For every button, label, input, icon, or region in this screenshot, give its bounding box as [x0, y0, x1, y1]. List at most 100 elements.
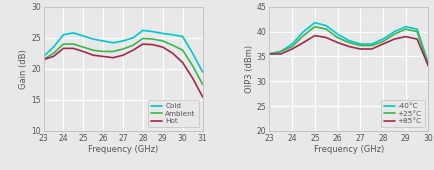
- -40°C: [300, 31, 306, 33]
- Hot: [120, 54, 125, 56]
- Ambient: [41, 58, 46, 61]
- Cold: [61, 34, 66, 36]
- Cold: [120, 40, 125, 42]
- Line: Cold: Cold: [43, 30, 202, 72]
- Ambient: [180, 49, 185, 51]
- Hot: [100, 55, 105, 57]
- Line: +25°C: +25°C: [269, 27, 427, 65]
- Hot: [80, 50, 85, 53]
- -40°C: [345, 40, 351, 42]
- -40°C: [334, 33, 339, 35]
- Line: +85°C: +85°C: [269, 36, 427, 66]
- Cold: [71, 32, 76, 34]
- Hot: [140, 43, 145, 45]
- -40°C: [277, 50, 283, 53]
- -40°C: [402, 26, 408, 28]
- +25°C: [380, 40, 385, 42]
- Ambient: [110, 50, 115, 53]
- Ambient: [160, 40, 165, 42]
- +85°C: [391, 38, 396, 40]
- -40°C: [323, 25, 328, 27]
- Ambient: [130, 44, 135, 46]
- -40°C: [368, 43, 373, 45]
- Ambient: [61, 43, 66, 45]
- +85°C: [300, 41, 306, 44]
- Hot: [150, 44, 155, 46]
- Cold: [90, 38, 95, 40]
- +85°C: [289, 48, 294, 50]
- Hot: [51, 55, 56, 57]
- -40°C: [289, 43, 294, 45]
- Cold: [170, 34, 175, 36]
- +85°C: [323, 37, 328, 39]
- Hot: [200, 96, 205, 98]
- X-axis label: Frequency (GHz): Frequency (GHz): [313, 146, 383, 155]
- Cold: [100, 40, 105, 42]
- +25°C: [414, 31, 419, 33]
- +85°C: [345, 46, 351, 48]
- +85°C: [402, 36, 408, 38]
- +85°C: [334, 41, 339, 44]
- Hot: [180, 62, 185, 64]
- +85°C: [266, 53, 271, 55]
- Hot: [71, 47, 76, 49]
- Ambient: [80, 46, 85, 48]
- +25°C: [357, 45, 362, 47]
- +85°C: [312, 35, 317, 37]
- +25°C: [312, 26, 317, 28]
- Ambient: [51, 52, 56, 54]
- +25°C: [277, 50, 283, 53]
- +25°C: [300, 35, 306, 37]
- -40°C: [425, 63, 430, 65]
- Cold: [160, 32, 165, 35]
- +25°C: [323, 28, 328, 30]
- Legend: Cold, Ambient, Hot: Cold, Ambient, Hot: [148, 100, 198, 127]
- +25°C: [266, 53, 271, 55]
- Cold: [190, 52, 195, 54]
- -40°C: [391, 31, 396, 33]
- Cold: [180, 36, 185, 38]
- Ambient: [100, 50, 105, 53]
- +25°C: [345, 41, 351, 44]
- +25°C: [402, 28, 408, 30]
- Y-axis label: OIP3 (dBm): OIP3 (dBm): [244, 45, 253, 93]
- Hot: [61, 47, 66, 49]
- Line: Ambient: Ambient: [43, 38, 202, 84]
- +25°C: [334, 37, 339, 39]
- Line: Hot: Hot: [43, 44, 202, 97]
- Hot: [130, 49, 135, 51]
- Cold: [140, 29, 145, 31]
- Ambient: [140, 37, 145, 39]
- +85°C: [368, 48, 373, 50]
- Ambient: [71, 43, 76, 45]
- -40°C: [380, 38, 385, 40]
- Hot: [160, 46, 165, 48]
- Ambient: [150, 38, 155, 40]
- +85°C: [277, 53, 283, 55]
- Cold: [130, 37, 135, 39]
- X-axis label: Frequency (GHz): Frequency (GHz): [88, 146, 158, 155]
- -40°C: [357, 43, 362, 45]
- Hot: [110, 57, 115, 59]
- Ambient: [90, 49, 95, 51]
- +85°C: [414, 38, 419, 40]
- +25°C: [289, 46, 294, 48]
- +25°C: [425, 64, 430, 66]
- Cold: [110, 42, 115, 44]
- +85°C: [425, 65, 430, 67]
- Hot: [170, 52, 175, 54]
- Line: -40°C: -40°C: [269, 23, 427, 64]
- -40°C: [266, 53, 271, 55]
- Hot: [41, 58, 46, 61]
- Ambient: [120, 48, 125, 50]
- Ambient: [200, 83, 205, 85]
- Cold: [41, 55, 46, 57]
- +25°C: [391, 33, 396, 35]
- Cold: [80, 35, 85, 37]
- Y-axis label: Gain (dB): Gain (dB): [19, 49, 28, 89]
- Cold: [150, 31, 155, 33]
- +85°C: [380, 43, 385, 45]
- Ambient: [190, 65, 195, 67]
- Ambient: [170, 44, 175, 46]
- Hot: [90, 54, 95, 56]
